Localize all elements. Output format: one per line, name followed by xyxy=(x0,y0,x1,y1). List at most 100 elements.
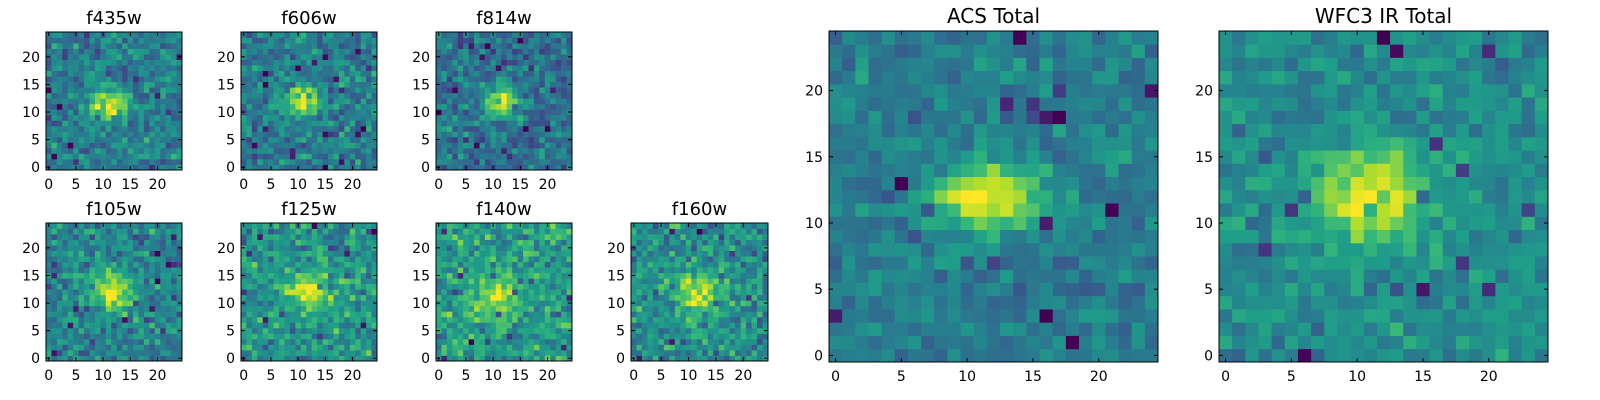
heatmap-cell xyxy=(550,256,557,263)
heatmap-cell xyxy=(51,355,58,362)
heatmap-cell xyxy=(268,294,275,301)
heatmap-cell xyxy=(474,261,480,268)
heatmap-cell xyxy=(468,37,475,44)
heatmap-cell xyxy=(479,120,486,127)
heatmap-cell xyxy=(512,283,518,290)
heatmap-cell xyxy=(523,278,529,285)
heatmap-cell xyxy=(89,223,96,229)
heatmap-cell xyxy=(67,261,74,268)
heatmap-cell xyxy=(46,338,52,345)
heatmap-cell xyxy=(251,300,258,307)
heatmap-cell xyxy=(160,153,167,160)
heatmap-cell xyxy=(122,223,128,229)
heatmap-cell xyxy=(1131,295,1146,310)
heatmap-cell xyxy=(528,327,535,334)
heatmap-cell xyxy=(517,70,524,77)
heatmap-cell xyxy=(474,54,480,60)
heatmap-cell xyxy=(1105,335,1119,350)
heatmap-cell xyxy=(724,289,731,296)
heatmap-cell xyxy=(268,250,275,257)
heatmap-cell xyxy=(533,59,540,66)
heatmap-cell xyxy=(555,81,562,88)
heatmap-cell xyxy=(366,125,372,132)
heatmap-cell xyxy=(539,311,546,318)
heatmap-cell xyxy=(306,327,313,334)
heatmap-cell xyxy=(51,294,58,301)
heatmap-cell xyxy=(490,103,497,110)
heatmap-cell xyxy=(56,311,63,318)
heatmap-cell xyxy=(446,43,453,49)
heatmap-cell xyxy=(371,239,378,246)
heatmap-cell xyxy=(300,338,307,345)
heatmap-cell xyxy=(495,147,502,154)
heatmap-cell xyxy=(735,300,741,307)
heatmap-cell xyxy=(322,153,329,160)
heatmap-cell xyxy=(268,153,275,160)
heatmap-cell xyxy=(279,37,285,44)
heatmap-cell xyxy=(100,43,107,49)
heatmap-cell xyxy=(484,316,491,323)
heatmap-cell xyxy=(116,316,123,323)
heatmap-cell xyxy=(544,228,551,235)
heatmap-cell xyxy=(360,65,367,72)
heatmap-cell xyxy=(338,147,345,154)
heatmap-cell xyxy=(67,92,74,99)
heatmap-cell xyxy=(829,282,843,297)
heatmap-cell xyxy=(89,234,96,240)
heatmap-cell xyxy=(566,48,573,55)
heatmap-cell xyxy=(550,278,557,285)
heatmap-cell xyxy=(171,327,177,334)
heatmap-cell xyxy=(360,344,367,351)
heatmap-cell xyxy=(333,59,340,66)
heatmap-cell xyxy=(133,92,139,99)
heatmap-cell xyxy=(463,153,470,160)
heatmap-cell xyxy=(160,267,167,274)
heatmap-cell xyxy=(555,131,562,138)
heatmap-cell xyxy=(176,120,183,127)
heatmap-cell xyxy=(550,338,557,345)
x-tick-label: 15 xyxy=(511,177,529,193)
heatmap-cell xyxy=(479,267,486,274)
y-tick-label: 0 xyxy=(226,160,235,176)
heatmap-cell xyxy=(306,32,313,38)
heatmap-cell xyxy=(479,59,486,66)
heatmap-cell xyxy=(127,234,134,240)
heatmap-cell xyxy=(73,234,80,240)
x-tick-label: 5 xyxy=(266,177,275,193)
heatmap-cell xyxy=(241,338,247,345)
heatmap-cell xyxy=(56,316,63,323)
heatmap-cell xyxy=(51,136,58,143)
heatmap-cell xyxy=(436,153,442,160)
heatmap-cell xyxy=(1026,282,1040,297)
heatmap-cell xyxy=(1105,163,1119,178)
heatmap-cell xyxy=(512,311,518,318)
heatmap-cell xyxy=(360,164,367,171)
heatmap-cell xyxy=(311,54,318,60)
heatmap-cell xyxy=(446,272,453,279)
heatmap-cell xyxy=(894,150,909,164)
heatmap-cell xyxy=(691,267,698,274)
heatmap-cell xyxy=(366,153,372,160)
heatmap-cell xyxy=(501,125,508,132)
heatmap-cell xyxy=(517,283,524,290)
heatmap-cell xyxy=(452,147,459,154)
heatmap-cell xyxy=(78,65,85,72)
heatmap-cell xyxy=(289,32,296,38)
heatmap-cell xyxy=(284,76,291,83)
heatmap-cell xyxy=(555,300,562,307)
heatmap-cell xyxy=(100,81,107,88)
heatmap-cell xyxy=(328,81,334,88)
heatmap-cell xyxy=(366,136,372,143)
heatmap-cell xyxy=(1131,203,1146,217)
heatmap-cell xyxy=(544,59,551,66)
heatmap-cell xyxy=(490,76,497,83)
heatmap-cell xyxy=(544,76,551,83)
heatmap-cell xyxy=(555,59,562,66)
heatmap-cell xyxy=(740,267,747,274)
heatmap-cell xyxy=(452,54,459,60)
heatmap-cell xyxy=(251,32,258,38)
heatmap-cell xyxy=(100,272,107,279)
heatmap-cell xyxy=(171,228,177,235)
heatmap-cell xyxy=(322,147,329,154)
heatmap-cell xyxy=(463,87,470,94)
